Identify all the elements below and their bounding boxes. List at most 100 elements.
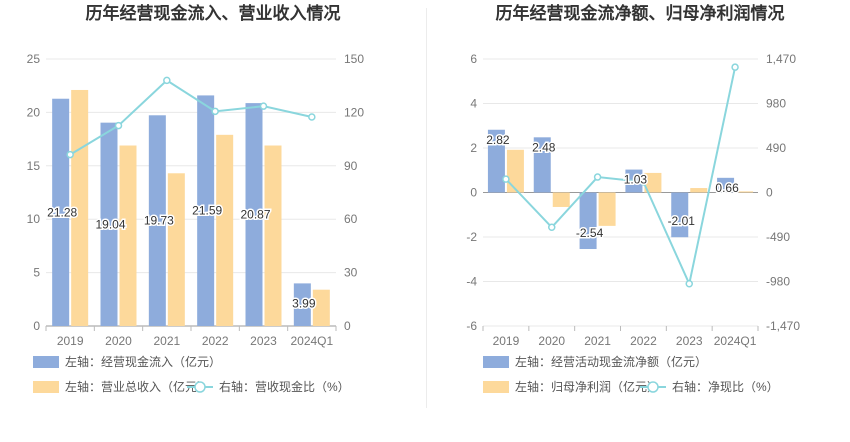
left-axis-tick-label: 2 xyxy=(470,141,477,155)
legend-label: 左轴：营业总收入（亿元） xyxy=(65,379,209,394)
x-axis-tick-label: 2021 xyxy=(153,334,180,348)
left-axis-tick-label: 25 xyxy=(27,52,41,66)
bar-primary xyxy=(100,122,118,326)
bar-data-label: 19.73 xyxy=(144,214,174,228)
bar-data-label: 2.48 xyxy=(532,140,556,154)
x-axis-tick-label: 2024Q1 xyxy=(290,334,333,348)
right-axis-tick-label: 30 xyxy=(344,266,358,280)
left-axis-tick-label: 0 xyxy=(33,319,40,333)
left-axis-tick-label: 5 xyxy=(33,266,40,280)
left-axis-tick-label: -6 xyxy=(466,319,477,333)
left-axis-tick-label: 4 xyxy=(470,97,477,111)
bar-primary xyxy=(717,177,735,193)
bar-secondary xyxy=(552,192,570,207)
bar-secondary xyxy=(119,145,137,326)
legend-line-marker xyxy=(194,381,206,393)
right-axis-tick-label: 60 xyxy=(344,212,358,226)
x-axis-tick-label: 2019 xyxy=(57,334,84,348)
x-axis-tick-label: 2020 xyxy=(538,334,565,348)
bar-data-label: 21.28 xyxy=(47,205,77,219)
legend-swatch xyxy=(33,381,59,393)
right-axis-tick-label: 0 xyxy=(344,319,351,333)
panel-divider xyxy=(426,8,427,408)
right-axis-tick-label: 0 xyxy=(766,186,773,200)
legend-label: 左轴：归母净利润（亿元） xyxy=(515,379,659,394)
left-axis-tick-label: -2 xyxy=(466,230,477,244)
bar-primary xyxy=(197,95,215,327)
legend-label: 右轴：营收现金比（%） xyxy=(219,379,350,394)
ratio-point xyxy=(639,178,648,186)
bar-data-label: 1.03 xyxy=(624,173,648,187)
ratio-point xyxy=(731,63,739,71)
chart-panel-2: 历年经营现金流净额、归母净利润情况 -6 -4 -2 0 2 4 6 -1,470 -980 -49… xyxy=(466,3,800,394)
left-axis-tick-label: 15 xyxy=(27,159,41,173)
ratio-line xyxy=(505,66,737,287)
x-axis-tick-label: 2022 xyxy=(630,334,657,348)
right-axis-tick-label: 120 xyxy=(344,105,364,119)
ratio-point xyxy=(259,102,268,110)
legend-swatch xyxy=(483,381,509,393)
legend-swatch xyxy=(483,356,509,368)
bar-secondary xyxy=(736,191,754,193)
right-axis-tick-label: 1,470 xyxy=(766,52,796,66)
x-axis-tick-label: 2024Q1 xyxy=(714,334,757,348)
ratio-point xyxy=(163,76,171,85)
chart-title: 历年经营现金流净额、归母净利润情况 xyxy=(496,3,785,23)
ratio-point xyxy=(308,113,316,121)
ratio-line xyxy=(69,79,313,156)
bar-secondary xyxy=(71,89,89,326)
bar-primary xyxy=(148,115,166,326)
ratio-point xyxy=(502,175,510,183)
legend-label: 左轴：经营活动现金流净额（亿元） xyxy=(515,354,707,369)
left-axis-tick-label: 0 xyxy=(470,186,477,200)
x-axis-tick-label: 2022 xyxy=(202,334,229,348)
right-axis-tick-label: -980 xyxy=(766,275,790,289)
right-axis-tick-label: 980 xyxy=(766,97,786,111)
x-axis-tick-label: 2023 xyxy=(250,334,277,348)
bar-primary xyxy=(533,137,551,193)
left-axis-tick-label: 20 xyxy=(27,105,41,119)
x-axis-tick-label: 2023 xyxy=(676,334,703,348)
right-axis-tick-label: 90 xyxy=(344,159,358,173)
bar-data-label: 0.66 xyxy=(715,181,739,195)
x-axis-tick-label: 2019 xyxy=(493,334,520,348)
x-axis-tick-label: 2021 xyxy=(584,334,611,348)
x-axis-tick-label: 2020 xyxy=(105,334,132,348)
right-axis-tick-label: -490 xyxy=(766,230,790,244)
ratio-point xyxy=(685,280,693,288)
right-axis-tick-label: -1,470 xyxy=(766,319,800,333)
right-axis-tick-label: 150 xyxy=(344,52,364,66)
bar-data-label: 20.87 xyxy=(240,208,270,222)
chart-panel-1: 历年经营现金流入、营业收入情况 0 5 10 15 20 25 0 30 60 90 120 150 20… xyxy=(27,3,365,394)
right-axis-tick-label: 490 xyxy=(766,141,786,155)
bar-data-label: -2.54 xyxy=(576,226,604,240)
bar-primary xyxy=(671,192,689,238)
legend-swatch xyxy=(33,356,59,368)
bar-secondary xyxy=(598,192,616,226)
legend-label: 左轴：经营现金流入（亿元） xyxy=(65,354,221,369)
legend-label: 右轴：净现比（%） xyxy=(672,379,779,394)
bar-primary xyxy=(52,98,70,326)
bar-data-label: 21.59 xyxy=(192,204,222,218)
bar-primary xyxy=(579,192,597,250)
bar-secondary xyxy=(167,173,185,326)
bar-data-label: 19.04 xyxy=(95,217,125,231)
left-axis-tick-label: 10 xyxy=(27,212,41,226)
bar-data-label: 3.99 xyxy=(292,296,316,310)
bar-secondary xyxy=(506,149,524,193)
left-axis-tick-label: -4 xyxy=(466,275,477,289)
bar-secondary xyxy=(312,289,330,326)
bar-data-label: -2.01 xyxy=(668,214,696,228)
ratio-point xyxy=(593,173,602,181)
bar-secondary xyxy=(690,188,708,193)
bar-secondary xyxy=(264,145,282,326)
left-axis-tick-label: 6 xyxy=(470,52,477,66)
bar-primary xyxy=(293,283,311,326)
bar-data-label: 2.82 xyxy=(486,133,510,147)
ratio-point xyxy=(211,107,219,116)
ratio-point xyxy=(66,150,74,159)
chart-title: 历年经营现金流入、营业收入情况 xyxy=(86,3,341,23)
ratio-point xyxy=(548,223,556,232)
